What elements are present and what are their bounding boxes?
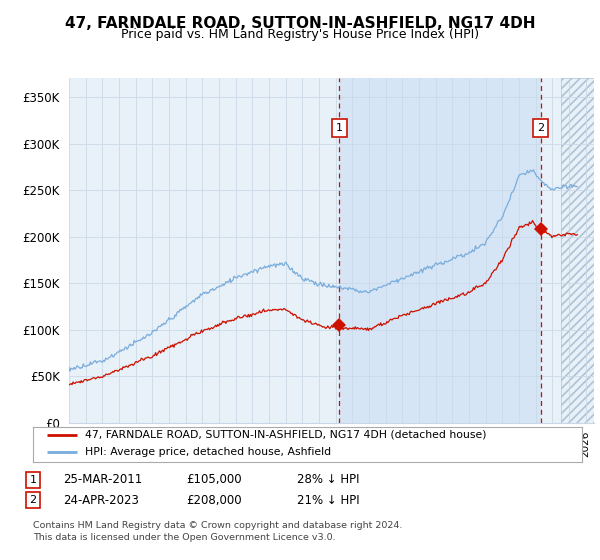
Bar — [560, 78, 594, 423]
Text: 47, FARNDALE ROAD, SUTTON-IN-ASHFIELD, NG17 4DH (detached house): 47, FARNDALE ROAD, SUTTON-IN-ASHFIELD, N… — [85, 430, 487, 440]
Text: 28% ↓ HPI: 28% ↓ HPI — [297, 473, 359, 487]
Text: Price paid vs. HM Land Registry's House Price Index (HPI): Price paid vs. HM Land Registry's House … — [121, 28, 479, 41]
Text: 21% ↓ HPI: 21% ↓ HPI — [297, 493, 359, 507]
Text: £208,000: £208,000 — [186, 493, 242, 507]
Text: 24-APR-2023: 24-APR-2023 — [63, 493, 139, 507]
Text: 2: 2 — [537, 123, 544, 133]
Text: 2: 2 — [29, 495, 37, 505]
Bar — [340, 78, 541, 423]
Text: 1: 1 — [29, 475, 37, 485]
Text: HPI: Average price, detached house, Ashfield: HPI: Average price, detached house, Ashf… — [85, 447, 331, 458]
Text: 1: 1 — [336, 123, 343, 133]
Bar — [560, 78, 594, 423]
Text: £105,000: £105,000 — [186, 473, 242, 487]
Text: 25-MAR-2011: 25-MAR-2011 — [63, 473, 142, 487]
Text: This data is licensed under the Open Government Licence v3.0.: This data is licensed under the Open Gov… — [33, 533, 335, 542]
Text: 47, FARNDALE ROAD, SUTTON-IN-ASHFIELD, NG17 4DH: 47, FARNDALE ROAD, SUTTON-IN-ASHFIELD, N… — [65, 16, 535, 31]
Text: Contains HM Land Registry data © Crown copyright and database right 2024.: Contains HM Land Registry data © Crown c… — [33, 521, 403, 530]
